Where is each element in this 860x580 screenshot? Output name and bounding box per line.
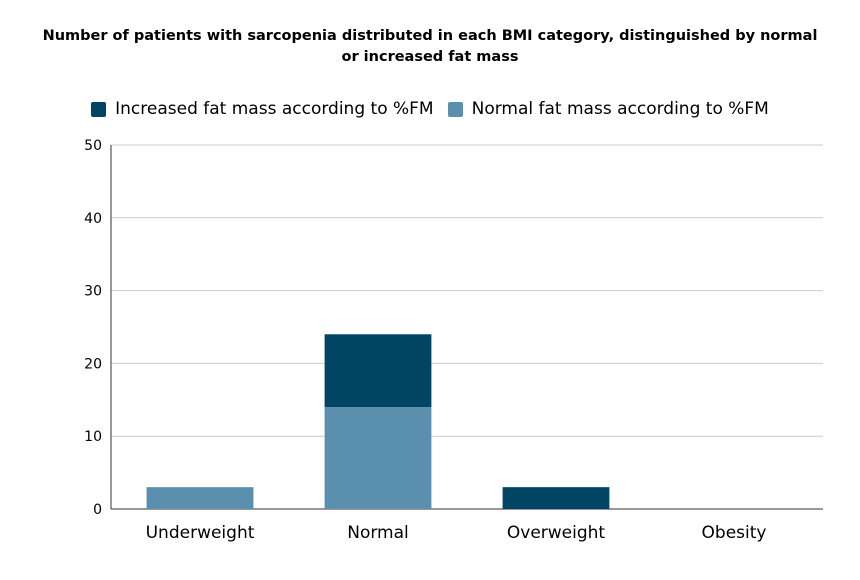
- y-tick-label-30: 30: [84, 284, 102, 300]
- y-tick-label-10: 10: [84, 429, 102, 445]
- y-tick-label-40: 40: [84, 211, 102, 227]
- bar-underweight-normal-fat-mass: [146, 487, 254, 509]
- legend-item-normal-fat-mass: Normal fat mass according to %FM: [447, 99, 769, 119]
- x-tick-label-underweight: Underweight: [146, 523, 255, 543]
- y-tick-label-0: 0: [93, 502, 102, 518]
- legend-swatch-increased: [91, 101, 107, 117]
- bar-normal-increased-fat-mass: [324, 334, 432, 408]
- legend-swatch-normal: [447, 101, 463, 117]
- x-tick-label-overweight: Overweight: [507, 523, 606, 543]
- legend-label-normal: Normal fat mass according to %FM: [471, 99, 769, 119]
- chart-title: Number of patients with sarcopenia distr…: [42, 28, 818, 65]
- x-tick-label-normal: Normal: [347, 523, 409, 543]
- y-tick-label-20: 20: [84, 356, 102, 372]
- bar-normal-normal-fat-mass: [324, 407, 432, 509]
- y-tick-label-50: 50: [84, 138, 102, 154]
- legend-label-increased: Increased fat mass according to %FM: [115, 99, 434, 119]
- bar-overweight-increased-fat-mass: [502, 487, 610, 509]
- legend: Increased fat mass according to %FM Norm…: [0, 99, 860, 119]
- x-tick-label-obesity: Obesity: [702, 523, 767, 543]
- legend-item-increased-fat-mass: Increased fat mass according to %FM: [91, 99, 434, 119]
